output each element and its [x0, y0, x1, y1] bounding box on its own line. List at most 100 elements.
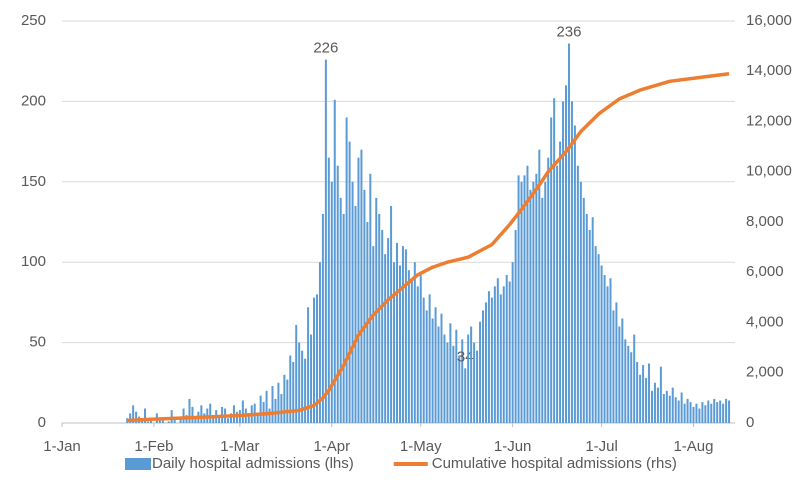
bar	[585, 213, 588, 423]
bar	[606, 286, 609, 423]
bar	[330, 181, 333, 423]
bar	[680, 392, 683, 423]
bar	[662, 394, 665, 423]
bar	[535, 173, 538, 423]
bar	[479, 321, 482, 423]
bar	[464, 368, 467, 423]
bar	[467, 334, 470, 423]
y2-tick-label: 2,000	[746, 364, 784, 381]
bar	[307, 307, 310, 423]
bar	[579, 181, 582, 423]
bar	[627, 345, 630, 423]
bar	[295, 324, 298, 423]
y2-tick-label: 10,000	[746, 163, 792, 180]
bar	[247, 413, 250, 423]
bar	[348, 141, 351, 423]
bar	[182, 408, 185, 423]
bar	[674, 397, 677, 423]
bar	[695, 403, 698, 423]
bar	[229, 413, 232, 423]
bar	[526, 165, 529, 423]
bar	[209, 403, 212, 423]
bar	[327, 157, 330, 423]
bar	[728, 400, 731, 423]
bar	[487, 291, 490, 423]
bar	[449, 323, 452, 423]
y-tick-label: 0	[38, 414, 46, 431]
bar	[398, 265, 401, 423]
bar	[553, 98, 556, 424]
y-tick-label: 50	[29, 334, 46, 351]
bar	[357, 157, 360, 423]
bar	[404, 249, 407, 423]
bar	[645, 377, 648, 423]
bar	[630, 352, 633, 423]
bar	[387, 238, 390, 423]
bar	[567, 43, 570, 424]
bar	[274, 398, 277, 423]
bar	[381, 230, 384, 423]
bar	[324, 59, 327, 423]
bar	[556, 165, 559, 423]
bar	[473, 342, 476, 423]
bar	[342, 213, 345, 423]
bar	[378, 213, 381, 423]
bar	[286, 379, 289, 423]
bar	[289, 355, 292, 423]
bar	[618, 326, 621, 423]
bar	[562, 101, 565, 424]
bar	[452, 345, 455, 423]
bar	[541, 197, 544, 423]
bar	[218, 416, 221, 423]
bar	[719, 400, 722, 423]
bar	[360, 149, 363, 423]
bar	[642, 365, 645, 423]
bar	[683, 403, 686, 423]
data-label: 226	[313, 40, 338, 57]
bar	[455, 329, 458, 423]
bar	[277, 382, 280, 423]
bar	[396, 242, 399, 423]
bar	[336, 165, 339, 423]
bar	[410, 281, 413, 423]
bar	[493, 286, 496, 423]
bar	[597, 254, 600, 423]
bar	[713, 398, 716, 423]
line	[127, 72, 730, 423]
bar	[565, 85, 568, 423]
bar	[292, 361, 295, 423]
bar	[594, 246, 597, 423]
bar	[639, 374, 642, 423]
bar	[633, 334, 636, 423]
bar	[345, 117, 348, 423]
bar	[310, 334, 313, 423]
bar	[532, 181, 535, 423]
bar	[582, 197, 585, 423]
bar	[677, 400, 680, 423]
bar	[132, 405, 135, 423]
bar	[508, 281, 511, 423]
y2-tick-label: 12,000	[746, 112, 792, 129]
bar	[624, 339, 627, 423]
y-tick-label: 100	[21, 253, 46, 270]
bar	[636, 361, 639, 423]
bar	[259, 395, 262, 423]
bar	[301, 350, 304, 423]
data-label: 236	[556, 23, 581, 40]
bar	[725, 398, 728, 423]
bar	[591, 217, 594, 423]
bar	[600, 265, 603, 423]
bar	[369, 173, 372, 423]
bar	[612, 310, 615, 423]
bar	[268, 408, 271, 423]
bar	[470, 326, 473, 423]
bar	[529, 189, 532, 423]
bar	[265, 390, 268, 423]
bar	[321, 213, 324, 423]
bar	[271, 386, 274, 423]
bar	[570, 101, 573, 424]
bar	[665, 390, 668, 423]
bar	[446, 342, 449, 423]
bar	[422, 297, 425, 423]
